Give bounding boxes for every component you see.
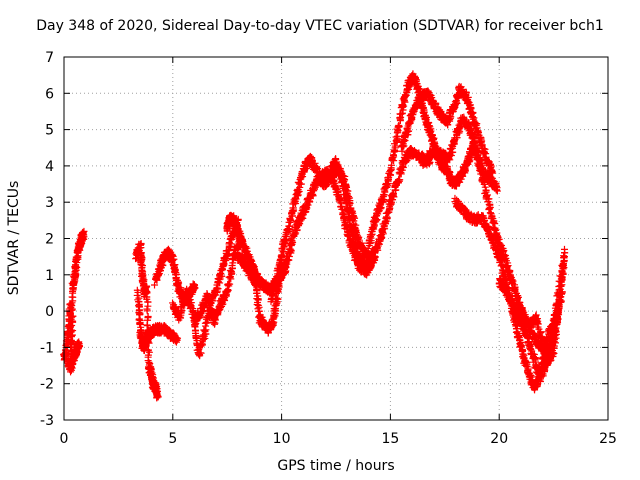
data-point xyxy=(70,281,78,289)
data-point xyxy=(75,340,83,348)
data-point xyxy=(144,353,152,361)
data-point xyxy=(178,307,186,315)
data-point xyxy=(191,327,199,335)
data-point xyxy=(180,302,188,310)
data-point xyxy=(68,299,76,307)
data-point xyxy=(143,322,151,330)
data-point xyxy=(68,305,76,313)
data-point xyxy=(177,314,185,322)
data-point xyxy=(140,346,148,354)
data-point xyxy=(80,231,88,239)
data-point xyxy=(191,282,199,290)
data-point xyxy=(69,312,77,320)
data-point xyxy=(67,333,75,341)
data-point xyxy=(69,327,77,335)
data-point xyxy=(144,302,152,310)
data-point xyxy=(137,260,145,268)
data-point xyxy=(63,330,71,338)
data-point xyxy=(134,288,142,296)
data-point xyxy=(68,313,76,321)
chart-title: Day 348 of 2020, Sidereal Day-to-day VTE… xyxy=(36,18,604,34)
data-point xyxy=(69,338,77,346)
data-marks xyxy=(60,70,569,402)
data-point xyxy=(143,307,151,315)
data-point xyxy=(151,281,159,289)
data-point xyxy=(173,336,181,344)
data-point xyxy=(142,283,150,291)
data-point xyxy=(69,293,77,301)
data-point xyxy=(137,249,145,257)
data-point xyxy=(154,392,162,400)
data-point xyxy=(136,319,144,327)
data-point xyxy=(79,234,87,242)
data-point xyxy=(171,267,179,275)
data-point xyxy=(174,280,182,288)
